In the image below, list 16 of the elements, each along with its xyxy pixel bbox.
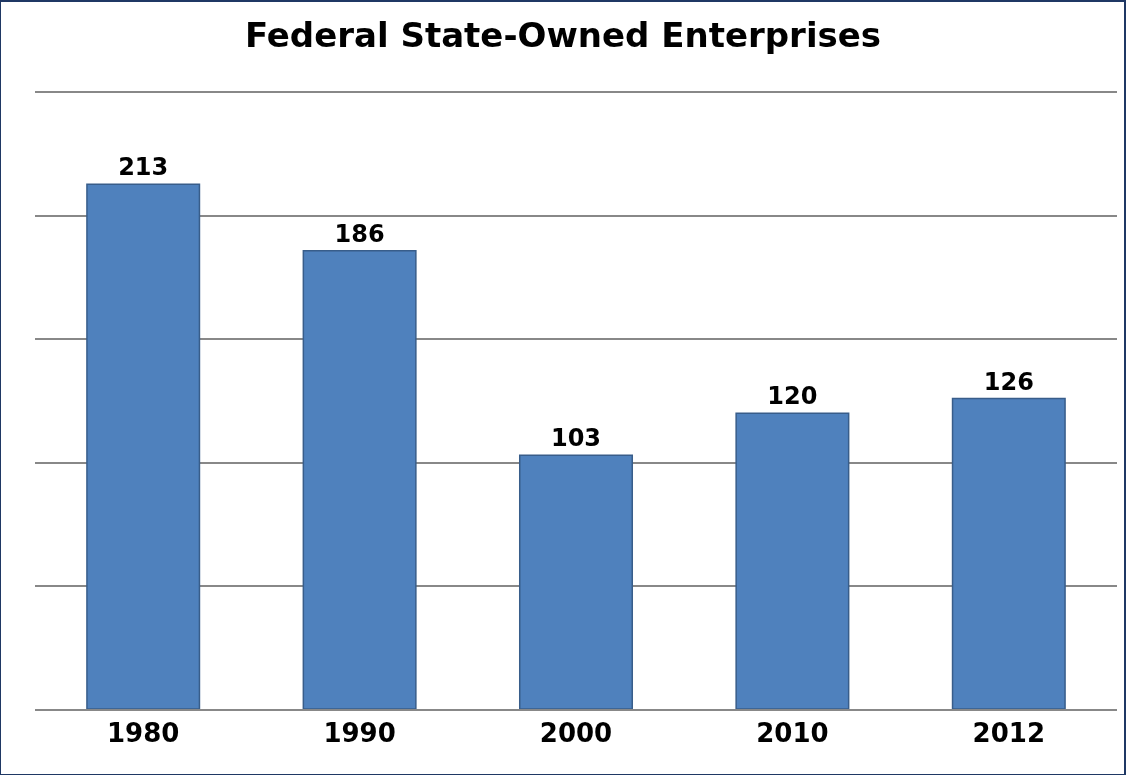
data-label: 103 [550,424,602,453]
x-tick-label: 2010 [756,717,829,748]
chart-title: Federal State-Owned Enterprises [244,14,882,55]
x-tick-label: 1990 [323,717,396,748]
bar [518,454,634,709]
data-label: 120 [767,382,818,411]
bar [302,249,417,709]
data-label: 186 [334,219,385,248]
data-label: 126 [983,367,1034,396]
bar [86,183,201,709]
bar [735,412,850,709]
x-tick-label: 1980 [107,717,180,748]
x-tick-label: 2012 [972,717,1045,748]
bar [951,397,1066,709]
data-label: 213 [118,153,169,182]
x-tick-label: 2000 [539,717,613,748]
